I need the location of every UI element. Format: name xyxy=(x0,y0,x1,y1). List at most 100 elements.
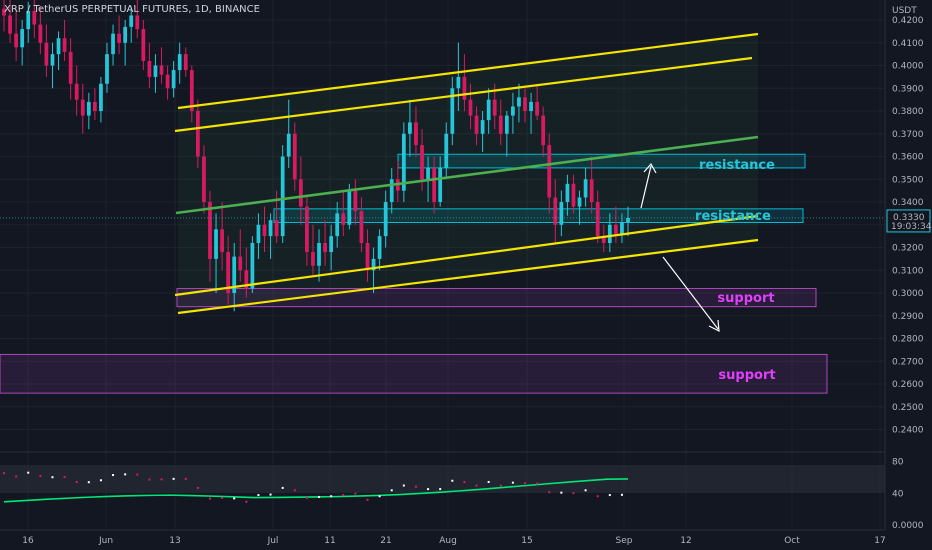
candle-body xyxy=(141,29,146,61)
candle-body xyxy=(129,15,134,27)
candle-body xyxy=(286,133,291,157)
channel-inner-upper xyxy=(174,56,753,133)
candle-body xyxy=(565,183,570,203)
candle-body xyxy=(626,217,630,223)
osc-dot xyxy=(172,477,175,480)
osc-dot xyxy=(475,484,478,487)
osc-dot xyxy=(112,474,115,477)
osc-dot xyxy=(281,486,284,489)
candle-body xyxy=(335,213,340,237)
osc-dot xyxy=(27,471,30,474)
channel-outer-upper xyxy=(177,32,759,110)
candle-body xyxy=(208,202,212,259)
candle-body xyxy=(359,211,364,243)
chart-title: XRP / TetherUS PERPETUAL FUTURES, 1D, BI… xyxy=(4,4,260,15)
price-tick: 0.3600 xyxy=(892,153,924,163)
time-tick: 15 xyxy=(521,536,532,546)
time-tick: Oct xyxy=(784,536,800,546)
osc-dot xyxy=(124,473,127,476)
candle-body xyxy=(62,38,67,52)
price-tick: 0.4100 xyxy=(892,39,924,49)
candle-body xyxy=(401,133,406,191)
channel-midline xyxy=(175,135,759,215)
candle-body xyxy=(74,83,79,100)
candle-body xyxy=(468,99,473,116)
osc-dot xyxy=(221,496,224,499)
price-axis-bg xyxy=(885,0,932,550)
price-tick: 0.4200 xyxy=(892,16,924,26)
osc-dot xyxy=(608,494,611,497)
candle-body xyxy=(535,101,540,116)
label-resistance-lower: resistance xyxy=(695,209,771,224)
candle-body xyxy=(511,106,515,116)
candle-body xyxy=(8,15,12,34)
candle-body xyxy=(426,167,430,180)
candle-body xyxy=(517,97,521,107)
osc-dot xyxy=(584,489,587,492)
arrow-down-line xyxy=(662,256,719,330)
candle-body xyxy=(329,236,334,253)
time-tick: Jul xyxy=(267,536,279,546)
price-tick: 0.4000 xyxy=(892,62,924,72)
candle-body xyxy=(432,167,437,203)
price-tick: 0.2700 xyxy=(892,357,924,367)
candle-body xyxy=(274,220,279,237)
candle-body xyxy=(32,10,37,25)
osc-dot xyxy=(269,493,272,496)
candle-body xyxy=(601,236,606,243)
candle-body xyxy=(607,224,612,243)
osc-dot xyxy=(87,481,90,484)
time-tick: 11 xyxy=(324,536,335,546)
candle-body xyxy=(262,224,267,237)
candle-body xyxy=(504,115,509,134)
price-tick: 0.3700 xyxy=(892,130,924,140)
candle-body xyxy=(280,156,285,237)
price-tick: 0.3900 xyxy=(892,84,924,94)
candle-body xyxy=(195,111,200,157)
price-tick: 0.3400 xyxy=(892,198,924,208)
candle-body xyxy=(541,115,546,146)
osc-dot xyxy=(245,500,248,503)
candle-body xyxy=(99,83,103,112)
candle-body xyxy=(232,256,237,294)
candle-body xyxy=(547,145,552,198)
time-axis[interactable]: 16 Jun 13 Jul 11 21 Aug 15 Sep 12 Oct 17 xyxy=(0,529,886,546)
candle-body xyxy=(135,15,140,30)
osc-band xyxy=(0,465,885,493)
osc-dot xyxy=(487,480,490,483)
osc-dot xyxy=(160,478,163,481)
candle-body xyxy=(26,10,31,30)
axis-currency: USDT xyxy=(892,6,917,16)
time-tick: 17 xyxy=(874,536,885,546)
candle-body xyxy=(56,38,61,55)
candle-body xyxy=(250,242,255,289)
time-tick: 13 xyxy=(169,536,180,546)
candle-body xyxy=(117,33,121,43)
osc-dot xyxy=(439,488,442,491)
candle-body xyxy=(474,115,479,134)
candle-body xyxy=(268,220,273,237)
price-tick: 0.2800 xyxy=(892,335,924,345)
time-tick: 12 xyxy=(680,536,691,546)
oscillator-pane xyxy=(0,451,885,503)
osc-dot xyxy=(293,489,296,492)
candle-body xyxy=(111,33,115,55)
label-support-lower: support xyxy=(718,368,775,383)
osc-dot xyxy=(451,479,454,482)
osc-dot xyxy=(257,494,260,497)
osc-dot xyxy=(354,492,357,495)
zones xyxy=(0,153,828,394)
candle-body xyxy=(256,224,261,243)
osc-dot xyxy=(620,493,623,496)
price-tick: 0.3800 xyxy=(892,107,924,117)
price-tick: 0.2900 xyxy=(892,312,924,322)
candle-body xyxy=(341,213,346,225)
channel-inner-lower xyxy=(174,214,759,297)
candle-body xyxy=(80,99,85,116)
candle-body xyxy=(123,26,128,43)
osc-dot xyxy=(15,475,18,478)
zone-box xyxy=(397,153,806,169)
candle-body xyxy=(311,252,315,266)
